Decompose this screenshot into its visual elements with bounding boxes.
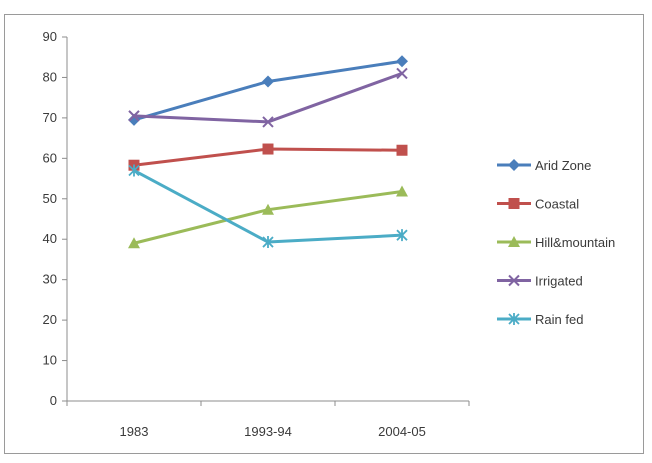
data-point-hill-mountain [128,237,140,249]
legend-marker-coastal [508,198,520,209]
series-line-hill-mountain [132,189,404,245]
data-point-coastal [262,143,274,155]
y-tick-label: 0 [50,393,57,408]
y-tick-label: 20 [43,312,57,327]
legend-label-rain-fed: Rain fed [535,312,583,327]
legend-marker-hill-mountain [508,236,520,247]
data-point-irrigated [262,116,274,128]
line-chart: 0 10 20 30 40 50 60 70 80 90 1983 1993-94 2004-05 Ari… [43,29,616,439]
data-point-coastal [396,144,408,156]
data-point-arid-zone [262,75,274,88]
y-tick-label: 60 [43,150,57,165]
series-line-arid-zone [132,59,404,122]
legend-marker-rain-fed [508,313,520,325]
y-tick-label: 30 [43,272,57,287]
data-point-hill-mountain [262,203,274,215]
x-tick-label: 1983 [120,424,149,439]
legend-marker-irrigated [508,274,520,287]
data-point-rain-fed [396,229,408,242]
y-tick-label: 80 [43,69,57,84]
x-tick-label: 2004-05 [378,424,426,439]
data-point-arid-zone [396,55,408,68]
data-point-irrigated [128,110,140,122]
legend-marker-arid-zone [508,159,520,171]
x-tick-label: 1993-94 [244,424,292,439]
legend-label-coastal: Coastal [535,197,579,212]
y-tick-label: 70 [43,110,57,125]
legend-label-hill-mountain: Hill&mountain [535,235,615,250]
chart-frame: 0 10 20 30 40 50 60 70 80 90 1983 1993-94 2004-05 Ari… [4,14,644,454]
y-tick-label: 10 [43,353,57,368]
y-tick-label: 90 [43,29,57,44]
data-point-irrigated [396,67,408,80]
y-tick-label: 40 [43,231,57,246]
data-point-hill-mountain [396,185,408,197]
legend-label-arid-zone: Arid Zone [535,158,591,173]
legend-label-irrigated: Irrigated [535,274,583,289]
y-tick-label: 50 [43,191,57,206]
data-point-rain-fed [262,236,274,249]
data-point-rain-fed [128,164,140,177]
